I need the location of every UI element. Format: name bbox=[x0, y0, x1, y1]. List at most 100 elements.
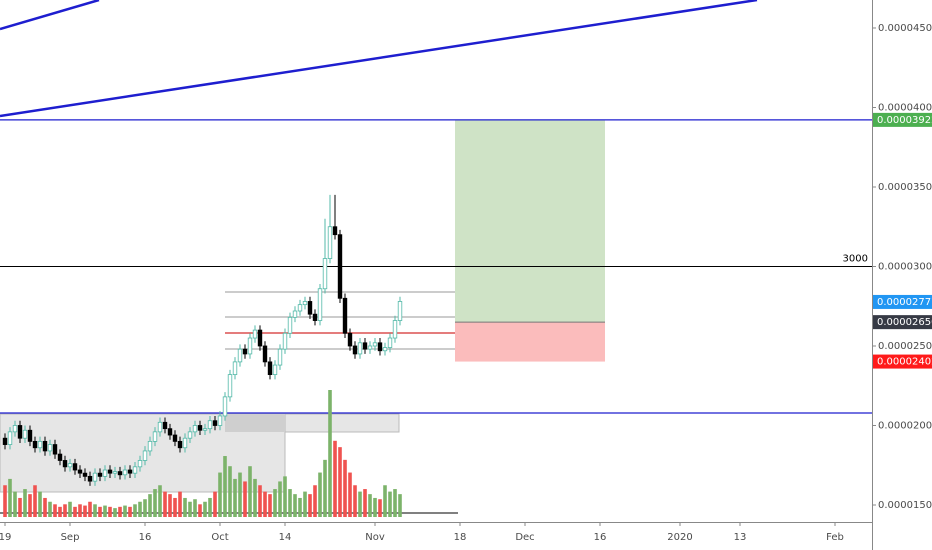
candle-body bbox=[322, 258, 328, 290]
volume-bar bbox=[68, 501, 72, 517]
volume-bar bbox=[348, 472, 352, 517]
price-label: 0.00002402 bbox=[877, 357, 932, 368]
candle-body bbox=[282, 332, 288, 350]
candle-body bbox=[207, 420, 213, 430]
candle-body bbox=[392, 320, 398, 339]
candle-body bbox=[387, 337, 393, 348]
candle-body bbox=[67, 463, 73, 468]
x-tick-label: Dec bbox=[515, 532, 534, 543]
volume-bar bbox=[13, 491, 17, 517]
candle-body bbox=[192, 425, 198, 433]
candle-body bbox=[297, 304, 303, 312]
target-zone bbox=[455, 119, 605, 323]
volume-bar bbox=[38, 491, 42, 517]
candle-body bbox=[337, 234, 343, 299]
volume-bar bbox=[263, 491, 267, 517]
volume-bar bbox=[93, 504, 97, 517]
volume-bar bbox=[288, 489, 292, 517]
candle-body bbox=[187, 431, 193, 439]
range-box bbox=[284, 413, 400, 433]
candle-body bbox=[307, 301, 313, 315]
volume-bar bbox=[158, 485, 162, 517]
volume-bar bbox=[233, 478, 237, 517]
volume-bar bbox=[323, 459, 327, 517]
volume-bar bbox=[373, 497, 377, 517]
candle-body bbox=[277, 348, 283, 366]
candle-body bbox=[62, 460, 68, 468]
candle-body bbox=[332, 226, 338, 236]
x-tick-label: Nov bbox=[365, 532, 385, 543]
price-label: 0.00002650 bbox=[877, 317, 932, 328]
candle-body bbox=[87, 475, 93, 482]
volume-bar bbox=[123, 505, 127, 517]
volume-bar bbox=[188, 501, 192, 517]
volume-bar bbox=[208, 497, 212, 517]
candle-body bbox=[72, 463, 78, 471]
volume-bar bbox=[128, 506, 132, 517]
volume-bar bbox=[198, 504, 202, 517]
candle-body bbox=[327, 226, 333, 259]
volume-bar bbox=[163, 491, 167, 517]
volume-bar bbox=[193, 499, 197, 517]
x-tick-label: 16 bbox=[139, 532, 152, 543]
volume-bar bbox=[378, 499, 382, 517]
volume-bar bbox=[363, 489, 367, 517]
candle-body bbox=[52, 444, 58, 455]
trend-line bbox=[0, 0, 758, 118]
price-label: 0.00002777 bbox=[877, 297, 932, 308]
candle-body bbox=[377, 342, 383, 352]
volume-bar bbox=[18, 497, 22, 517]
candle-body bbox=[212, 420, 218, 426]
volume-bar bbox=[58, 506, 62, 517]
x-tick-label: 19 bbox=[0, 532, 11, 543]
candle-body bbox=[262, 345, 268, 363]
volume-bar bbox=[23, 489, 27, 517]
x-tick-label: 16 bbox=[594, 532, 607, 543]
candle-body bbox=[312, 313, 318, 321]
volume-bar bbox=[43, 497, 47, 517]
candle-body bbox=[317, 288, 323, 321]
volume-bar bbox=[318, 472, 322, 517]
candle-body bbox=[247, 337, 253, 355]
drawings bbox=[0, 0, 872, 514]
stop-zone bbox=[455, 322, 605, 362]
candle-body bbox=[372, 342, 378, 347]
candle-body bbox=[152, 431, 158, 442]
volume-bar bbox=[213, 491, 217, 517]
candle-body bbox=[302, 301, 308, 306]
candle-body bbox=[22, 429, 28, 439]
volume-bar bbox=[103, 505, 107, 517]
candle-body bbox=[197, 425, 203, 431]
candle-body bbox=[77, 469, 83, 474]
candle-body bbox=[202, 428, 208, 431]
volume-bar bbox=[228, 466, 232, 517]
x-tick-label: Sep bbox=[61, 532, 80, 543]
volume-bar bbox=[138, 501, 142, 517]
volume-bar bbox=[248, 466, 252, 517]
volume-bar bbox=[53, 504, 57, 517]
volume-bar bbox=[183, 497, 187, 517]
volume-bar bbox=[293, 494, 297, 517]
candle-body bbox=[217, 415, 223, 426]
price-label: 0.00003922 bbox=[877, 115, 932, 126]
candle-body bbox=[47, 444, 53, 452]
volume-bar bbox=[283, 476, 287, 517]
trend-line bbox=[0, 0, 100, 31]
volume-bar bbox=[3, 485, 7, 517]
volume-bar bbox=[28, 494, 32, 517]
candle-body bbox=[17, 425, 23, 439]
candle-body bbox=[237, 348, 243, 363]
candle-body bbox=[267, 361, 273, 376]
volume-bar bbox=[98, 506, 102, 517]
volume-bar bbox=[108, 506, 112, 517]
x-tick-label: 2020 bbox=[667, 532, 692, 543]
candle-body bbox=[37, 440, 43, 449]
volume-bar bbox=[368, 494, 372, 517]
candle-body bbox=[92, 472, 98, 482]
candle-body bbox=[27, 429, 33, 442]
